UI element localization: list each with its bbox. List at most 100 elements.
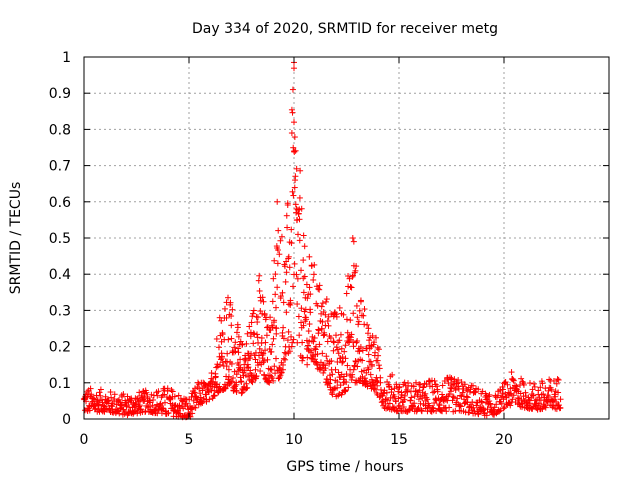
data-point	[337, 374, 344, 381]
data-point	[315, 327, 322, 334]
data-point	[341, 388, 348, 395]
data-point	[316, 366, 323, 373]
data-point	[410, 383, 417, 390]
data-point	[557, 404, 564, 411]
data-point	[325, 379, 332, 386]
data-point	[364, 383, 371, 390]
data-point	[333, 311, 340, 318]
data-point	[353, 302, 360, 309]
data-point	[108, 394, 115, 401]
data-point	[357, 343, 364, 350]
data-point	[461, 381, 468, 388]
data-point	[279, 329, 286, 336]
x-tick-label: 5	[185, 432, 194, 448]
data-point	[231, 344, 238, 351]
y-tick-label: 0.1	[49, 376, 71, 392]
data-point	[291, 184, 298, 191]
data-point	[283, 309, 290, 316]
data-point	[268, 348, 275, 355]
data-point	[330, 338, 337, 345]
data-point	[233, 371, 240, 378]
data-point	[263, 332, 270, 339]
data-point	[253, 373, 260, 380]
data-point	[271, 363, 278, 370]
data-point	[259, 294, 266, 301]
data-point	[401, 379, 408, 386]
data-point	[304, 342, 311, 349]
data-point	[463, 393, 470, 400]
data-point	[299, 354, 306, 361]
data-point	[245, 373, 252, 380]
data-point	[171, 393, 178, 400]
data-point	[254, 334, 261, 341]
data-point	[401, 396, 408, 403]
axis-ticks: 00.10.20.30.40.50.60.70.80.910 5 10 15 20	[49, 50, 609, 448]
data-point	[420, 383, 427, 390]
data-point	[438, 407, 445, 414]
data-point	[190, 397, 197, 404]
data-point	[469, 399, 476, 406]
data-point	[289, 86, 296, 93]
data-point	[274, 198, 281, 205]
data-point	[393, 381, 400, 388]
data-point	[487, 401, 494, 408]
data-point	[216, 383, 223, 390]
data-point	[269, 324, 276, 331]
data-point	[268, 366, 275, 373]
data-point	[336, 337, 343, 344]
data-point	[418, 408, 425, 415]
data-point	[555, 376, 562, 383]
data-point	[508, 391, 515, 398]
data-point	[187, 406, 194, 413]
data-point	[88, 391, 95, 398]
y-axis-label: SRMTID / TECUs	[8, 182, 24, 295]
y-tick-label: 0.7	[49, 159, 71, 175]
data-point	[424, 396, 431, 403]
data-point	[364, 330, 371, 337]
data-point	[256, 287, 263, 294]
data-point	[300, 257, 307, 264]
data-point	[448, 385, 455, 392]
data-point	[350, 310, 357, 317]
data-point	[277, 293, 284, 300]
data-point	[303, 281, 310, 288]
data-point	[322, 365, 329, 372]
data-point	[256, 345, 263, 352]
data-point	[224, 294, 231, 301]
data-point	[122, 397, 129, 404]
data-point	[379, 399, 386, 406]
y-tick-label: 0	[62, 412, 71, 428]
data-point	[540, 391, 547, 398]
data-point	[361, 306, 368, 313]
data-point	[249, 379, 256, 386]
data-point	[508, 369, 515, 376]
data-point	[343, 316, 350, 323]
data-point	[274, 247, 281, 254]
data-point	[313, 343, 320, 350]
data-point	[307, 291, 314, 298]
data-point	[289, 188, 296, 195]
data-point	[135, 398, 142, 405]
grid-layer	[84, 57, 609, 419]
data-point	[310, 271, 317, 278]
data-point	[238, 390, 245, 397]
data-point	[366, 345, 373, 352]
data-point	[447, 376, 454, 383]
data-point	[290, 336, 297, 343]
data-point	[411, 400, 418, 407]
data-point	[501, 404, 508, 411]
data-point	[395, 388, 402, 395]
data-point	[270, 275, 277, 282]
data-point	[200, 395, 207, 402]
data-point	[132, 400, 139, 407]
data-point	[464, 387, 471, 394]
data-point	[315, 285, 322, 292]
data-point	[328, 357, 335, 364]
x-tick-label: 15	[390, 432, 408, 448]
data-point	[342, 342, 349, 349]
data-point	[278, 233, 285, 240]
data-point	[343, 379, 350, 386]
data-point	[269, 375, 276, 382]
data-point	[318, 303, 325, 310]
data-point	[347, 283, 354, 290]
